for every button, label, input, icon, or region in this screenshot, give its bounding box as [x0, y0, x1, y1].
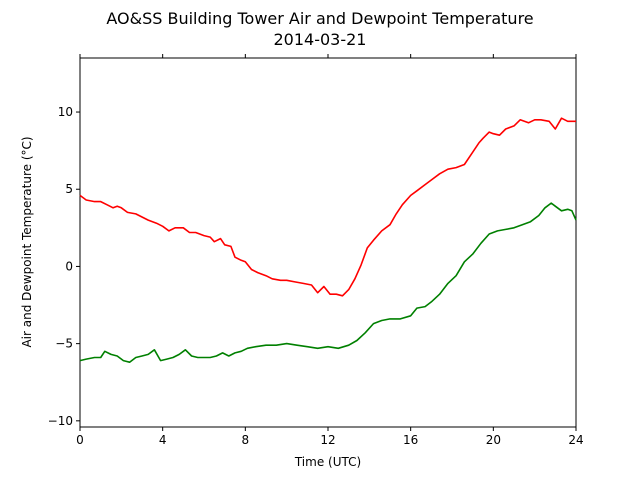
x-tick-label: 12	[320, 433, 335, 447]
x-tick-label: 16	[403, 433, 418, 447]
y-tick-label: −10	[48, 414, 73, 428]
series-line-0	[79, 117, 576, 297]
series-line-1	[79, 202, 577, 363]
x-tick-label: 24	[568, 433, 583, 447]
series-group	[79, 117, 577, 363]
plot-frame	[79, 57, 577, 428]
y-tick-label: 5	[65, 182, 73, 196]
y-tick-label: −5	[55, 337, 73, 351]
y-tick-label: 0	[65, 259, 73, 273]
x-tick-label: 4	[159, 433, 167, 447]
x-tick-label: 0	[76, 433, 84, 447]
x-tick-label: 20	[486, 433, 501, 447]
x-axis-label: Time (UTC)	[294, 455, 361, 469]
chart-title: AO&SS Building Tower Air and Dewpoint Te…	[106, 9, 533, 28]
plot-area	[79, 57, 577, 428]
chart-subtitle: 2014-03-21	[274, 30, 367, 49]
y-axis-label: Air and Dewpoint Temperature (°C)	[20, 136, 34, 347]
y-tick-label: 10	[58, 105, 73, 119]
ticks-group: 0 4 8 12 16 20 24 −10 −5 0 5 10	[48, 54, 584, 447]
x-tick-label: 8	[242, 433, 250, 447]
